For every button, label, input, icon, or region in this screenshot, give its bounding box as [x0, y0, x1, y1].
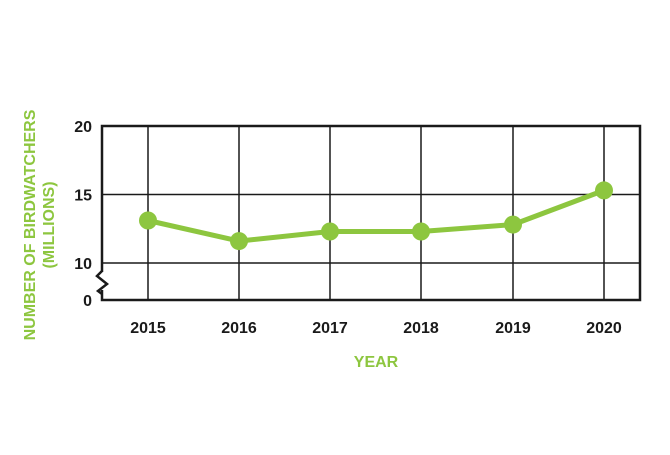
data-point [595, 181, 613, 200]
data-point [412, 222, 430, 241]
x-tick-label: 2016 [221, 320, 257, 337]
x-axis-title: YEAR [354, 354, 399, 371]
y-tick-label: 15 [74, 188, 92, 205]
y-axis-title: NUMBER OF BIRDWATCHERS [22, 109, 39, 340]
x-tick-label: 2018 [403, 320, 439, 337]
axis-break-mark [95, 270, 110, 295]
x-tick-label: 2017 [312, 320, 348, 337]
y-tick-label: 0 [83, 293, 92, 310]
x-tick-label: 2019 [495, 320, 531, 337]
y-tick-labels: 20 15 10 0 [74, 119, 92, 310]
data-point [139, 211, 157, 230]
data-point [230, 232, 248, 251]
series-layer [139, 181, 613, 251]
y-tick-label: 10 [74, 256, 92, 273]
x-tick-label: 2020 [586, 320, 622, 337]
data-point [321, 222, 339, 241]
x-tick-labels: 2015 2016 2017 2018 2019 2020 [130, 320, 622, 337]
series-line [145, 187, 607, 244]
grid-layer [102, 126, 640, 300]
y-axis-title-unit: (MILLIONS) [41, 181, 58, 268]
x-tick-label: 2015 [130, 320, 166, 337]
plot-frame [100, 124, 642, 302]
y-tick-label: 20 [74, 119, 92, 136]
data-point [504, 215, 522, 234]
